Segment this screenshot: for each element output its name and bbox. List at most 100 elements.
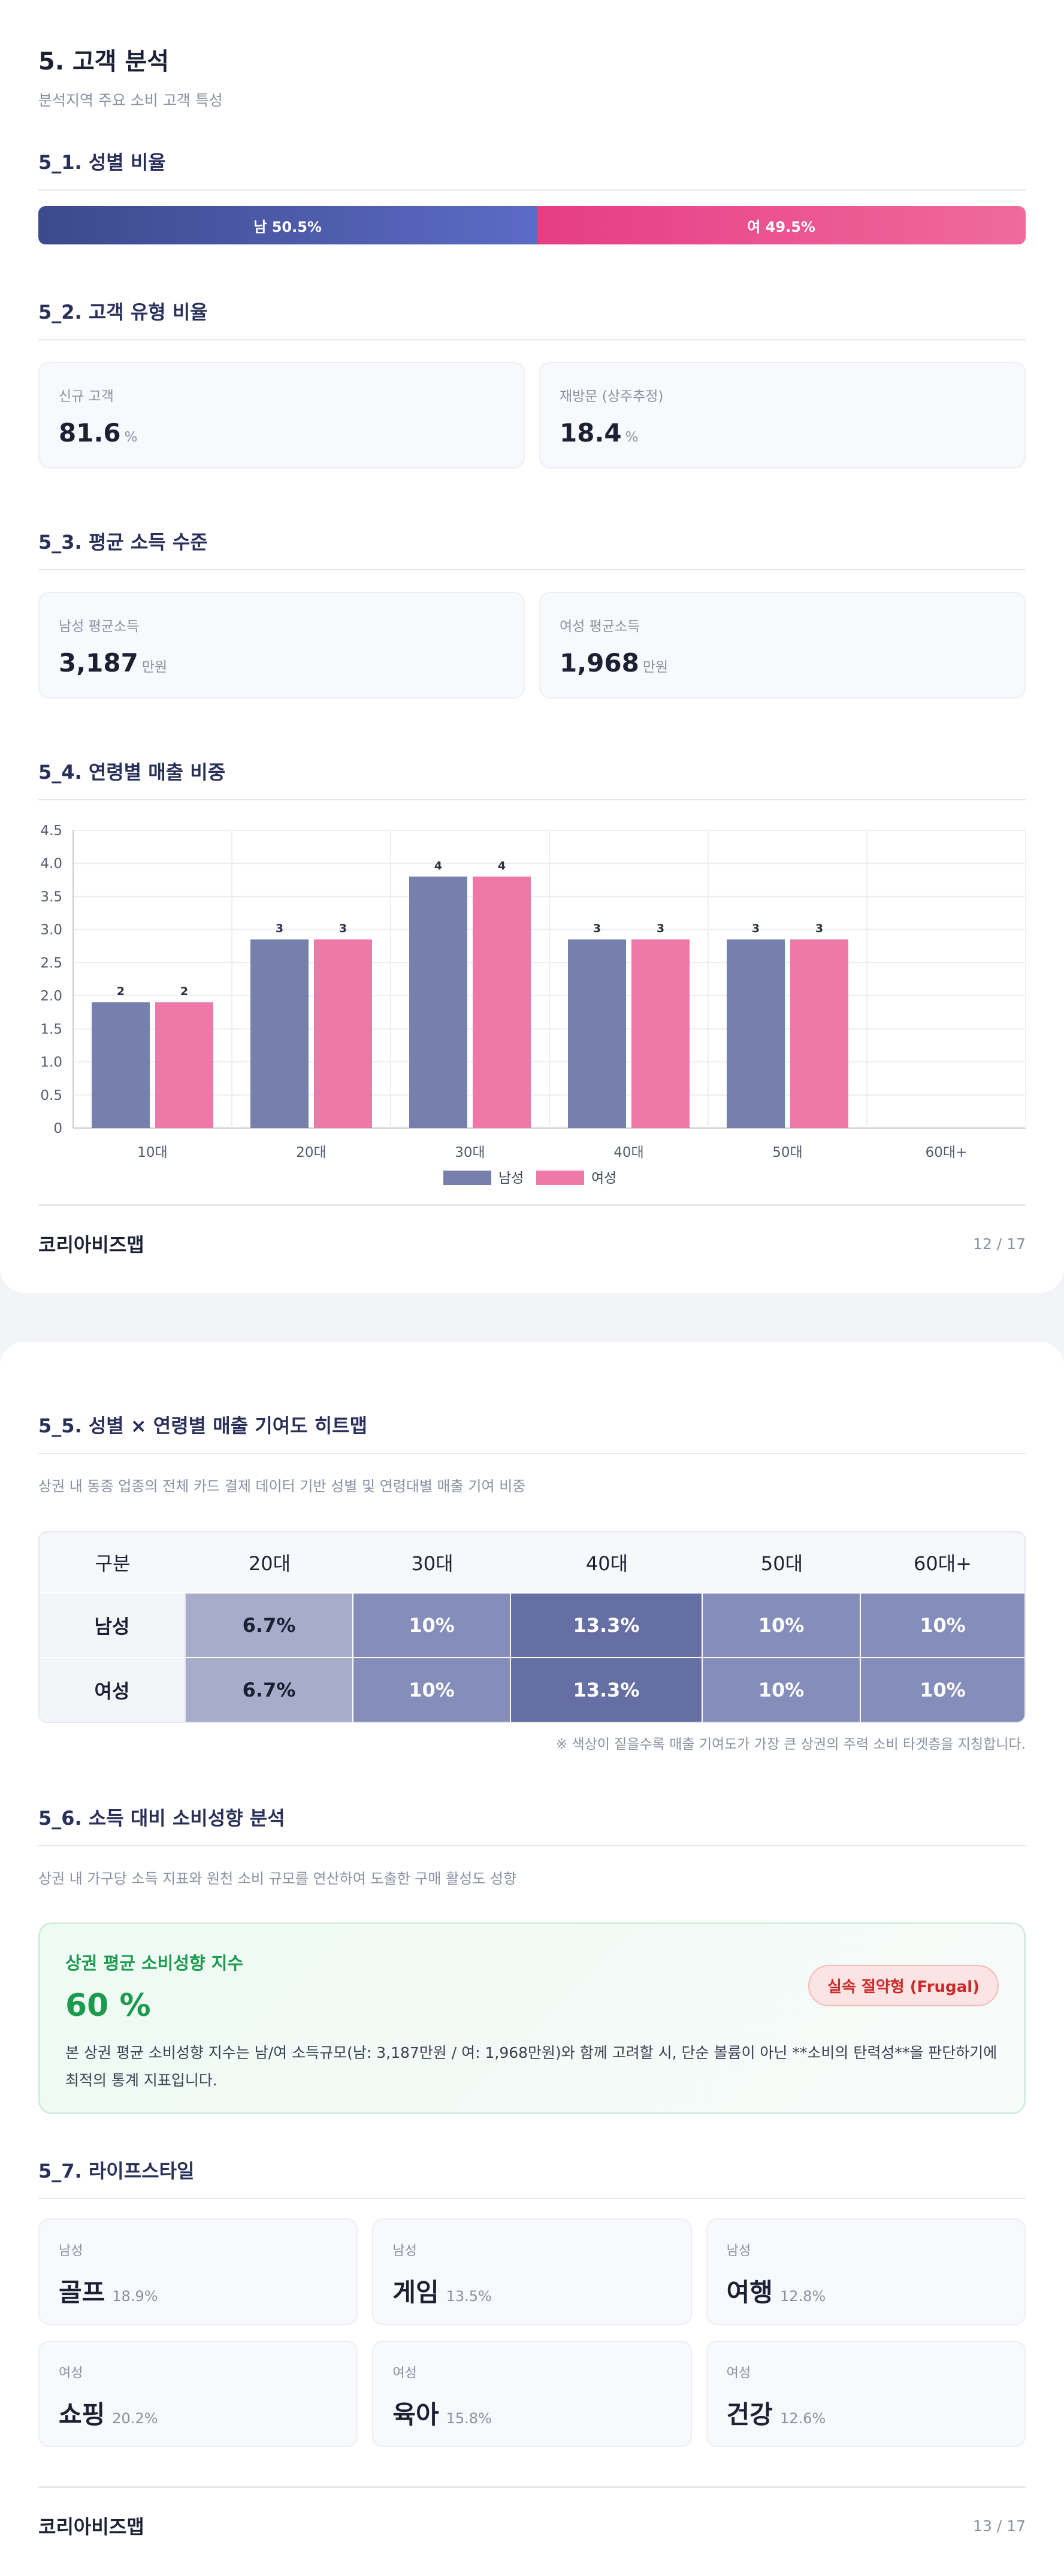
heatmap-header-cell: 30대 <box>353 1532 511 1592</box>
lifestyle-percent: 20.2% <box>112 2410 158 2427</box>
section-title-income: 5_3. 평균 소득 수준 <box>38 527 1026 570</box>
stat-card-male-income: 남성 평균소득 3,187 만원 <box>38 592 525 699</box>
y-tick-label: 3.0 <box>40 923 62 938</box>
brand-name: 코리아비즈맵 <box>38 2515 144 2538</box>
lifestyle-gender: 남성 <box>726 2244 751 2258</box>
bar-female <box>631 939 690 1128</box>
bar-female <box>155 1002 213 1128</box>
lifestyle-card: 여성 육아 15.8% <box>372 2341 692 2447</box>
section-title-customer-type: 5_2. 고객 유형 비율 <box>38 297 1026 340</box>
report-page-12: 5. 고객 분석 분석지역 주요 소비 고객 특성 5_1. 성별 비율 남 5… <box>0 0 1064 1293</box>
lifestyle-name: 여행 <box>726 2278 773 2307</box>
stat-unit: % <box>625 430 639 445</box>
lifestyle-gender: 여성 <box>392 2366 417 2381</box>
age-sales-section: 5_4. 연령별 매출 비중 0 0.5 1.0 1.5 2.0 2.5 3.0 3.5 4.0… <box>38 757 1026 1250</box>
section-title-spending: 5_6. 소득 대비 소비성향 분석 <box>38 1803 1026 1846</box>
heatmap-cell: 10% <box>703 1594 861 1657</box>
heatmap-section: 5_5. 성별 × 연령별 매출 기여도 히트맵 상권 내 동종 업종의 전체 … <box>38 1411 1026 1753</box>
bar-female <box>473 876 531 1128</box>
stat-value: 3,187 <box>59 648 138 678</box>
lifestyle-name: 골프 <box>59 2278 105 2307</box>
y-tick-label: 0 <box>53 1121 62 1136</box>
customer-type-section: 5_2. 고객 유형 비율 신규 고객 81.6 % 재방문 (상주추정) 18… <box>38 297 1026 468</box>
gender-ratio-section: 5_1. 성별 비율 남 50.5% 여 49.5% <box>38 147 1026 244</box>
y-tick-label: 1.5 <box>40 1021 62 1037</box>
page-title: 5. 고객 분석 <box>38 48 170 75</box>
stat-label: 신규 고객 <box>59 389 114 404</box>
section-title-heatmap: 5_5. 성별 × 연령별 매출 기여도 히트맵 <box>38 1411 1026 1454</box>
lifestyle-card: 남성 골프 18.9% <box>38 2218 358 2325</box>
stat-value: 1,968 <box>560 648 639 678</box>
lifestyle-name: 게임 <box>392 2278 439 2307</box>
heatmap-cell: 13.3% <box>511 1594 703 1657</box>
bar-female <box>790 939 848 1128</box>
lifestyle-percent: 12.6% <box>779 2410 826 2427</box>
report-page-13: 5_5. 성별 × 연령별 매출 기여도 히트맵 상권 내 동종 업종의 전체 … <box>0 1342 1064 2576</box>
spending-section: 5_6. 소득 대비 소비성향 분석 상권 내 가구당 소득 지표와 원천 소비… <box>38 1803 1026 2114</box>
heatmap-cell: 10% <box>861 1594 1024 1657</box>
section-title-gender: 5_1. 성별 비율 <box>38 147 1026 191</box>
page-number: 13 / 17 <box>973 2517 1026 2535</box>
bar-data-label: 3 <box>339 922 347 935</box>
spending-type-badge: 실속 절약형 (Frugal) <box>808 1965 999 2006</box>
section-title-age-sales: 5_4. 연령별 매출 비중 <box>38 757 1026 800</box>
heatmap-header-row: 구분 20대 30대 40대 50대 60대+ <box>40 1532 1024 1592</box>
brand-name: 코리아비즈맵 <box>38 1233 144 1256</box>
legend-label: 여성 <box>591 1171 616 1186</box>
lifestyle-card: 여성 쇼핑 20.2% <box>38 2341 358 2447</box>
bar-male <box>250 939 309 1128</box>
female-ratio-segment: 여 49.5% <box>537 206 1026 244</box>
lifestyle-gender: 여성 <box>59 2366 83 2381</box>
lifestyle-card: 남성 게임 13.5% <box>372 2218 692 2325</box>
y-tick-label: 4.0 <box>40 856 62 872</box>
lifestyle-percent: 13.5% <box>446 2288 492 2305</box>
heatmap-header-cell: 20대 <box>186 1532 353 1592</box>
index-label: 상권 평균 소비성향 지수 <box>65 1953 244 1973</box>
y-tick-label: 4.5 <box>40 823 62 839</box>
page-number: 12 / 17 <box>973 1235 1026 1253</box>
heatmap-cell: 10% <box>861 1658 1024 1722</box>
bar-data-label: 3 <box>752 922 760 935</box>
x-tick-label: 60대+ <box>926 1145 968 1160</box>
y-tick-label: 3.5 <box>40 889 62 905</box>
lifestyle-name: 육아 <box>392 2400 439 2429</box>
age-sales-bar-chart: 0 0.5 1.0 1.5 2.0 2.5 3.0 3.5 4.0 4.5 2 2 10대 3 3 20대 4 4… <box>40 823 1026 1186</box>
y-tick-label: 2.0 <box>40 988 62 1004</box>
x-tick-label: 10대 <box>137 1145 167 1160</box>
x-tick-label: 20대 <box>296 1145 326 1160</box>
stat-label: 남성 평균소득 <box>59 619 140 634</box>
heatmap-cell: 6.7% <box>186 1658 353 1722</box>
heatmap-cell: 6.7% <box>186 1594 353 1657</box>
stat-unit: 만원 <box>642 660 669 675</box>
y-tick-label: 2.5 <box>40 956 62 971</box>
bar-data-label: 3 <box>276 922 283 935</box>
stat-label: 여성 평균소득 <box>560 619 640 634</box>
heatmap-header-cell: 50대 <box>703 1532 861 1592</box>
bar-data-label: 2 <box>117 985 125 998</box>
page-footer: 코리아비즈맵 13 / 17 <box>38 2486 1026 2539</box>
section-description: 상권 내 동종 업종의 전체 카드 결제 데이터 기반 성별 및 연령대별 매출… <box>38 1478 526 1495</box>
gender-age-heatmap: 구분 20대 30대 40대 50대 60대+ 남성 6.7% 10% 13.3… <box>38 1531 1026 1723</box>
bar-data-label: 4 <box>434 859 442 872</box>
x-tick-label: 30대 <box>455 1145 485 1160</box>
heatmap-row-label: 여성 <box>40 1658 186 1722</box>
heatmap-cell: 10% <box>353 1658 511 1722</box>
heatmap-cell: 10% <box>703 1658 861 1722</box>
heatmap-cell: 13.3% <box>511 1658 703 1722</box>
lifestyle-card: 여성 건강 12.6% <box>706 2341 1026 2447</box>
page-subtitle: 분석지역 주요 소비 고객 특성 <box>38 92 223 109</box>
stat-card-female-income: 여성 평균소득 1,968 만원 <box>539 592 1026 699</box>
lifestyle-card: 남성 여행 12.8% <box>706 2218 1026 2325</box>
spending-index-card: 상권 평균 소비성향 지수 60 % 실속 절약형 (Frugal) 본 상권 … <box>38 1922 1026 2114</box>
bar-male <box>568 939 626 1128</box>
x-tick-label: 50대 <box>772 1145 802 1160</box>
bar-female <box>314 939 372 1128</box>
lifestyle-gender: 여성 <box>726 2366 751 2381</box>
bar-data-label: 3 <box>815 922 823 935</box>
section-description: 상권 내 가구당 소득 지표와 원천 소비 규모를 연산하여 도출한 구매 활성… <box>38 1870 517 1887</box>
lifestyle-name: 건강 <box>726 2400 773 2429</box>
y-tick-label: 0.5 <box>40 1088 62 1103</box>
heatmap-row-male: 남성 6.7% 10% 13.3% 10% 10% <box>40 1592 1024 1657</box>
legend-label: 남성 <box>498 1171 524 1186</box>
lifestyle-section: 5_7. 라이프스타일 남성 골프 18.9% 남성 게임 13.5% 남성 여… <box>38 2156 1026 2447</box>
